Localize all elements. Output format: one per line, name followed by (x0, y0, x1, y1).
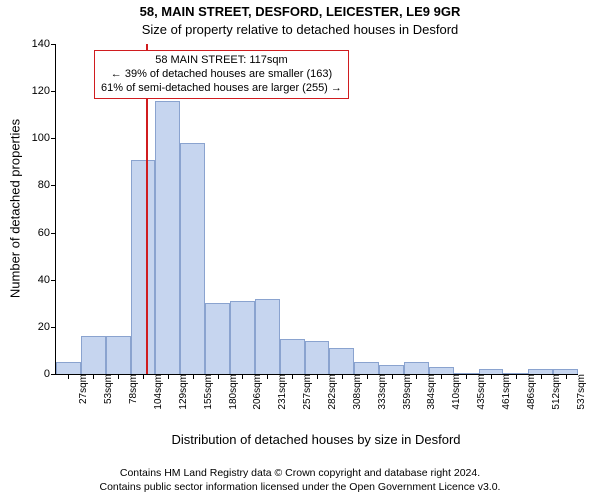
x-tick-mark (193, 374, 194, 379)
y-tick-mark (51, 233, 56, 234)
x-tick-mark (342, 374, 343, 379)
y-tick-mark (51, 280, 56, 281)
x-tick-label: 512sqm (545, 374, 562, 410)
x-tick-mark (292, 374, 293, 379)
x-tick-mark (118, 374, 119, 379)
x-tick-label: 461sqm (495, 374, 512, 410)
x-tick-label: 333sqm (371, 374, 388, 410)
histogram-bar (205, 303, 230, 374)
x-tick-label: 537sqm (570, 374, 587, 410)
x-tick-mark (93, 374, 94, 379)
y-tick-mark (51, 185, 56, 186)
x-tick-label: 206sqm (246, 374, 263, 410)
histogram-bar (106, 336, 131, 374)
y-tick-mark (51, 44, 56, 45)
x-tick-label: 180sqm (222, 374, 239, 410)
x-tick-mark (441, 374, 442, 379)
histogram-bar (329, 348, 354, 374)
footer-attribution-2: Contains public sector information licen… (0, 481, 600, 495)
annotation-line-1: 58 MAIN STREET: 117sqm (101, 54, 342, 68)
footer-attribution-1: Contains HM Land Registry data © Crown c… (0, 467, 600, 481)
histogram-bar (81, 336, 106, 374)
x-tick-mark (516, 374, 517, 379)
histogram-bar (56, 362, 81, 374)
x-tick-mark (392, 374, 393, 379)
x-tick-label: 282sqm (321, 374, 338, 410)
histogram-bar (180, 143, 205, 374)
x-tick-mark (466, 374, 467, 379)
x-tick-label: 155sqm (197, 374, 214, 410)
histogram-bar (404, 362, 429, 374)
histogram-bar (305, 341, 330, 374)
x-tick-mark (143, 374, 144, 379)
y-tick-mark (51, 327, 56, 328)
x-axis-label: Distribution of detached houses by size … (55, 432, 577, 447)
x-tick-label: 78sqm (122, 374, 139, 404)
x-tick-label: 486sqm (520, 374, 537, 410)
y-tick-mark (51, 374, 56, 375)
histogram-bar (230, 301, 255, 374)
x-tick-label: 104sqm (147, 374, 164, 410)
y-axis-label: Number of detached properties (8, 109, 23, 309)
x-tick-mark (168, 374, 169, 379)
x-tick-label: 359sqm (396, 374, 413, 410)
histogram-bar (379, 365, 404, 374)
x-tick-label: 410sqm (445, 374, 462, 410)
x-tick-mark (267, 374, 268, 379)
chart-title: 58, MAIN STREET, DESFORD, LEICESTER, LE9… (0, 4, 600, 19)
annotation-line-2: ← 39% of detached houses are smaller (16… (101, 68, 342, 82)
annotation-box: 58 MAIN STREET: 117sqm← 39% of detached … (94, 50, 349, 99)
histogram-bar (280, 339, 305, 374)
y-tick-mark (51, 138, 56, 139)
histogram-bar (131, 160, 156, 375)
histogram-bar (354, 362, 379, 374)
x-tick-label: 27sqm (72, 374, 89, 404)
x-tick-mark (566, 374, 567, 379)
x-tick-mark (68, 374, 69, 379)
x-tick-label: 257sqm (296, 374, 313, 410)
histogram-bar (255, 299, 280, 374)
x-tick-label: 129sqm (172, 374, 189, 410)
y-tick-mark (51, 91, 56, 92)
x-tick-label: 53sqm (97, 374, 114, 404)
x-tick-label: 384sqm (420, 374, 437, 410)
x-tick-label: 435sqm (470, 374, 487, 410)
histogram-plot: 02040608010012014027sqm53sqm78sqm104sqm1… (55, 44, 578, 375)
x-tick-mark (491, 374, 492, 379)
x-tick-mark (367, 374, 368, 379)
x-tick-label: 231sqm (271, 374, 288, 410)
x-tick-mark (317, 374, 318, 379)
chart-subtitle: Size of property relative to detached ho… (0, 22, 600, 37)
histogram-bar (429, 367, 454, 374)
x-tick-mark (218, 374, 219, 379)
x-tick-mark (416, 374, 417, 379)
histogram-bar (155, 101, 180, 374)
x-tick-label: 308sqm (346, 374, 363, 410)
x-tick-mark (242, 374, 243, 379)
annotation-line-3: 61% of semi-detached houses are larger (… (101, 82, 342, 96)
x-tick-mark (541, 374, 542, 379)
